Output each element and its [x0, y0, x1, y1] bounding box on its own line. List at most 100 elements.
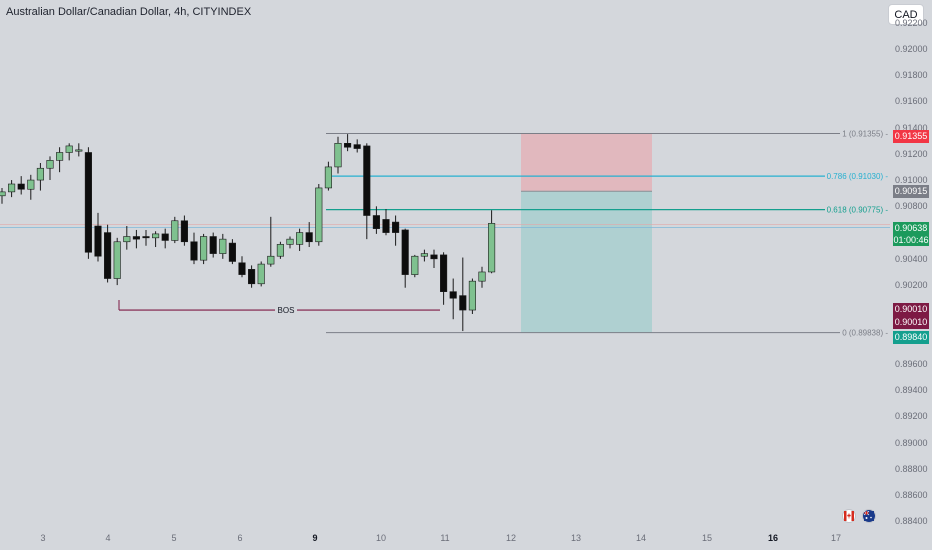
candle-up [468, 280, 476, 311]
time-tick: 9 [312, 533, 318, 543]
price-tick: 0.89200 [895, 411, 928, 422]
candle-down [305, 232, 313, 243]
time-tick: 12 [505, 533, 517, 543]
last-price-badge: 0.90638 [893, 222, 929, 234]
candle-down [392, 221, 400, 233]
candle-down [228, 242, 236, 262]
time-tick: 11 [440, 533, 450, 543]
time-tick: 4 [105, 533, 111, 543]
candle-down [104, 232, 112, 279]
time-tick: 15 [701, 533, 713, 543]
candle-up [276, 244, 284, 257]
candle-up [488, 223, 496, 273]
price-tick: 0.88400 [895, 516, 928, 527]
target-badge: 0.90915 [893, 185, 929, 198]
time-tick: 17 [830, 533, 842, 543]
candle-up [411, 255, 419, 275]
fib0-badge: 0.89840 [893, 331, 929, 344]
price-tick: 0.91800 [895, 70, 928, 81]
canada-flag-icon[interactable] [842, 509, 856, 523]
candle-up [65, 145, 73, 153]
fib-label-fib618: 0.618 (0.90775) - [827, 206, 889, 215]
candle-up [200, 236, 208, 261]
candle-down [180, 220, 188, 243]
bos-label-bg [275, 305, 297, 316]
candle-up [56, 152, 64, 161]
candle-down [132, 236, 140, 240]
candle-up [324, 166, 332, 189]
price-tick: 0.89400 [895, 385, 928, 396]
time-tick: 10 [375, 533, 387, 543]
time-tick: 3 [40, 533, 46, 543]
fib-label-fib786: 0.786 (0.91030) - [827, 172, 889, 181]
candle-up [286, 238, 294, 245]
price-tick: 0.92000 [895, 43, 928, 54]
price-tick: 0.88600 [895, 490, 928, 501]
candle-up [334, 142, 342, 168]
stop-loss-zone [521, 133, 652, 192]
fib-label-fib1: 1 (0.91355) - [842, 129, 888, 138]
candle-up [123, 236, 131, 243]
candle-up [75, 149, 83, 152]
candle-up [46, 160, 54, 169]
candle-up [36, 167, 44, 181]
candle-up [152, 233, 160, 239]
candle-down [430, 254, 438, 260]
price-tick: 0.90400 [895, 253, 928, 264]
countdown-badge: 01:00:46 [893, 234, 929, 246]
candle-down [248, 269, 256, 285]
candle-down [17, 183, 25, 190]
candle-down [190, 241, 198, 261]
currency-button[interactable]: CAD [888, 4, 924, 25]
candle-down [440, 254, 448, 292]
candle-up [0, 191, 6, 197]
fib-label-fib0: 0 (0.89838) - [842, 329, 888, 338]
time-tick: 14 [635, 533, 647, 543]
candle-down [84, 152, 92, 253]
candle-up [219, 238, 227, 254]
candle-up [315, 187, 323, 243]
time-tick: 16 [767, 533, 779, 543]
symbol-title: Australian Dollar/Canadian Dollar, 4h, C… [6, 6, 252, 18]
price-tick: 0.91200 [895, 148, 928, 159]
candle-up [296, 232, 304, 245]
candle-down [353, 144, 361, 149]
candle-down [344, 142, 352, 148]
price-tick: 0.89000 [895, 437, 928, 448]
candle-up [257, 263, 265, 285]
candle-up [113, 241, 121, 279]
candle-down [449, 291, 457, 299]
candle-up [420, 253, 428, 257]
bos-label: BOS [278, 306, 295, 315]
bos-badge-a: 0.90010 [893, 303, 929, 316]
take-profit-zone [521, 191, 652, 333]
australia-flag-icon[interactable] [862, 509, 876, 523]
candle-down [238, 262, 246, 275]
candle-up [267, 255, 275, 265]
fib1-badge: 0.91355 [893, 130, 929, 143]
price-tick: 0.91000 [895, 175, 928, 186]
price-tick: 0.91600 [895, 96, 928, 107]
candle-down [372, 215, 380, 229]
candle-down [94, 225, 102, 257]
bos-badge-b: 0.90010 [893, 316, 929, 329]
candle-up [8, 183, 16, 193]
time-tick: 6 [237, 533, 243, 543]
price-tick: 0.88800 [895, 463, 928, 474]
time-tick: 5 [171, 533, 177, 543]
price-tick: 0.90800 [895, 201, 928, 212]
candle-down [363, 145, 371, 216]
candle-down [161, 233, 169, 241]
candle-down [209, 236, 217, 254]
candle-down [142, 236, 150, 239]
candle-down [401, 229, 409, 275]
candle-up [171, 220, 179, 241]
price-tick: 0.89600 [895, 358, 928, 369]
candle-up [27, 179, 35, 190]
candle-down [382, 219, 390, 233]
price-tick: 0.91400 [895, 122, 928, 133]
candle-up [478, 271, 486, 282]
price-tick: 0.92200 [895, 17, 928, 28]
time-tick: 13 [570, 533, 582, 543]
